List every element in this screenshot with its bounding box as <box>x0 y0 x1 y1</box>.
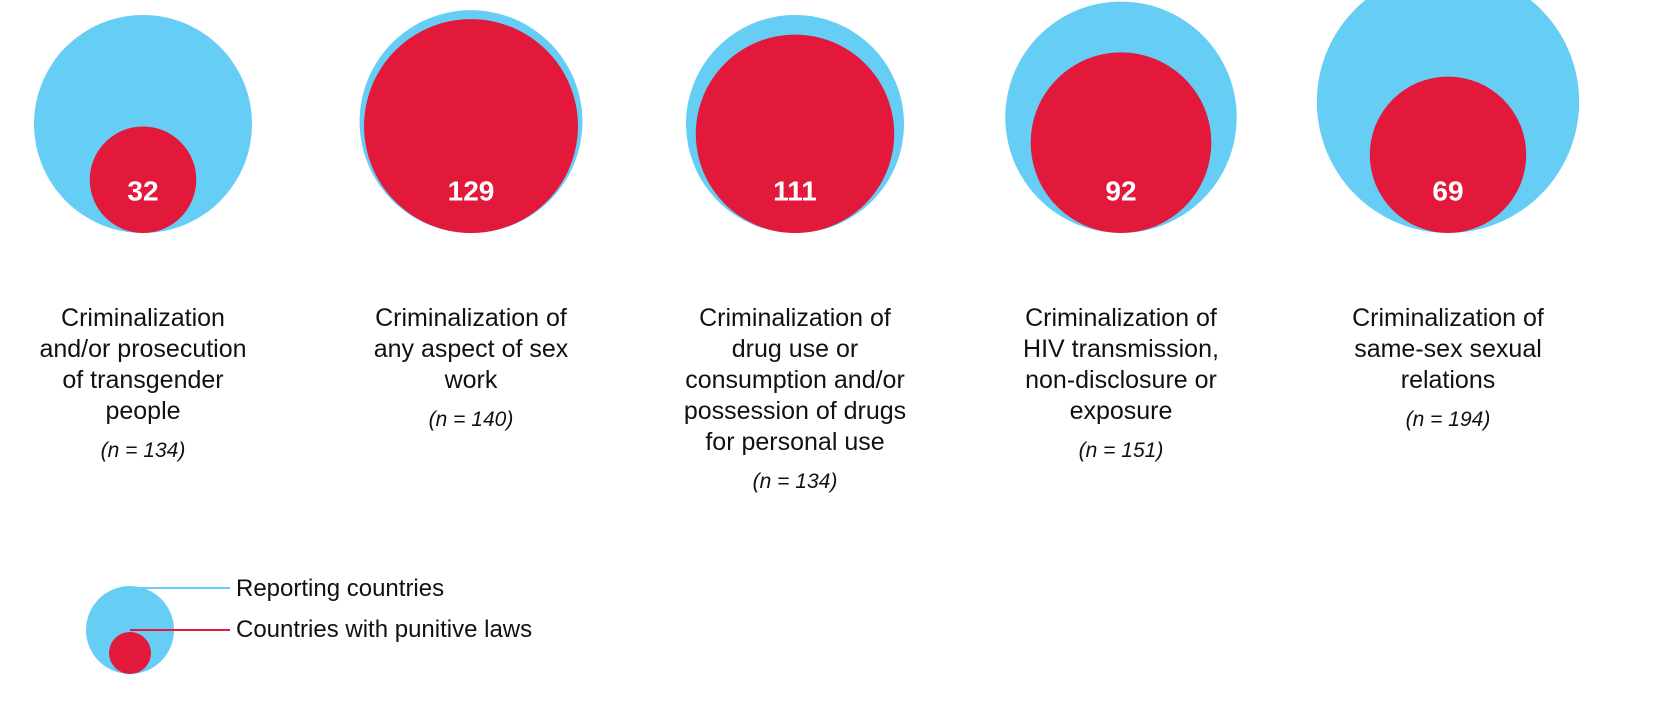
punitive-bubble-3 <box>695 34 895 233</box>
category-label-line: and/or prosecution <box>39 335 247 363</box>
category-label-line: Criminalization of <box>1025 304 1217 332</box>
category-n-label: (n = 140) <box>428 408 514 431</box>
category-label-line: Criminalization of <box>699 304 891 332</box>
category-label-line: relations <box>1400 366 1496 394</box>
category-label-line: for personal use <box>705 428 885 456</box>
category-label-2: Criminalization of any aspect of sex work (… <box>351 303 591 435</box>
category-label-line: consumption and/or <box>685 366 905 394</box>
legend-punitive-bubble <box>109 632 151 674</box>
punitive-value-label-2: 129 <box>448 175 495 206</box>
punitive-bubble-4 <box>1030 52 1212 234</box>
category-n-label: (n = 151) <box>1078 439 1164 462</box>
punitive-value-label-4: 92 <box>1105 175 1136 206</box>
category-label-line: exposure <box>1069 397 1173 425</box>
category-label-line: possession of drugs <box>683 397 907 425</box>
category-label-4: Criminalization of HIV transmission, non-d… <box>1001 303 1241 466</box>
category-label-line: any aspect of sex <box>373 335 569 363</box>
category-label-1: Criminalization and/or prosecution of tran… <box>23 303 263 466</box>
category-label-line: same-sex sexual <box>1354 335 1542 363</box>
category-label-5: Criminalization of same-sex sexual relatio… <box>1328 303 1568 435</box>
category-label-line: people <box>105 397 181 425</box>
punitive-bubble-1 <box>89 126 197 233</box>
category-label-line: drug use or <box>731 335 859 363</box>
category-label-line: Criminalization of <box>375 304 567 332</box>
category-n-label: (n = 194) <box>1405 408 1491 431</box>
category-label-line: Criminalization of <box>1352 304 1544 332</box>
punitive-value-label-5: 69 <box>1432 175 1463 206</box>
punitive-bubble-2 <box>364 19 578 233</box>
category-label-3: Criminalization of drug use or consumption… <box>675 303 915 497</box>
punitive-value-label-1: 32 <box>127 175 158 206</box>
punitive-value-label-3: 111 <box>773 175 817 206</box>
category-n-label: (n = 134) <box>752 470 838 493</box>
punitive-bubble-5 <box>1369 76 1527 234</box>
reporting-bubble-1 <box>34 15 252 233</box>
legend-punitive-label: Countries with punitive laws <box>236 616 533 643</box>
category-label-line: HIV transmission, <box>1023 335 1219 363</box>
category-label-line: Criminalization <box>61 304 225 332</box>
category-label-line: of transgender <box>62 366 224 394</box>
legend-reporting-label: Reporting countries <box>236 575 445 602</box>
category-n-label: (n = 134) <box>100 439 186 462</box>
category-label-line: work <box>444 366 498 394</box>
category-label-line: non-disclosure or <box>1025 366 1217 394</box>
